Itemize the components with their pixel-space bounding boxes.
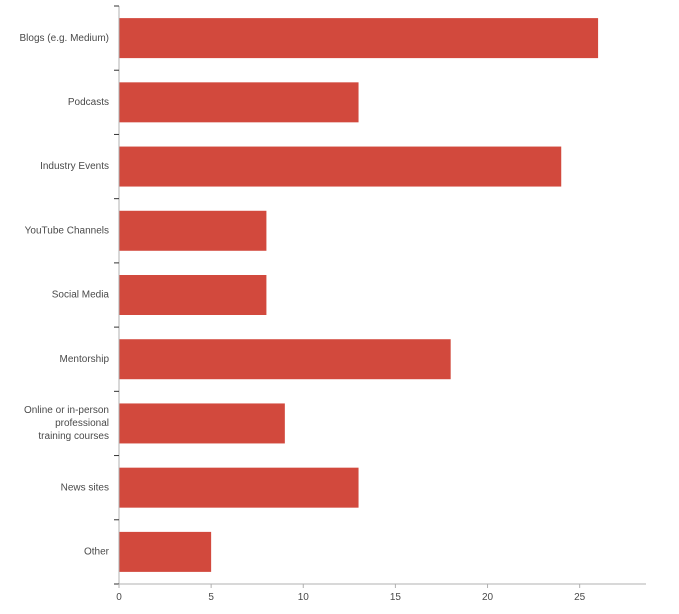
bar <box>119 82 359 123</box>
bars-group <box>119 18 599 572</box>
category-label: Industry Events <box>40 161 109 172</box>
category-label: Mentorship <box>60 354 110 365</box>
y-axis-ticks <box>114 5 119 585</box>
category-label: Podcasts <box>68 97 109 108</box>
bar <box>119 531 212 572</box>
category-label: professional <box>55 418 109 429</box>
x-tick-label: 25 <box>574 592 586 603</box>
category-label: Other <box>84 547 110 558</box>
category-label: Online or in-person <box>24 405 109 416</box>
category-label: YouTube Channels <box>25 225 109 236</box>
x-tick-label: 10 <box>298 592 310 603</box>
category-label: News sites <box>61 482 109 493</box>
bar <box>119 18 599 59</box>
x-tick-label: 5 <box>208 592 214 603</box>
x-axis-ticks: 0 5 10 15 20 25 <box>116 584 586 603</box>
category-labels: Blogs (e.g. Medium) Podcasts Industry Even… <box>20 33 110 558</box>
bar <box>119 210 267 251</box>
category-label: training courses <box>38 431 109 442</box>
category-label: Blogs (e.g. Medium) <box>20 33 109 44</box>
bar <box>119 403 285 444</box>
bar <box>119 339 451 380</box>
bar <box>119 467 359 508</box>
x-tick-label: 15 <box>390 592 402 603</box>
bar <box>119 275 267 315</box>
x-tick-label: 20 <box>482 592 494 603</box>
x-tick-label: 0 <box>116 592 122 603</box>
bar <box>119 146 562 187</box>
category-label: Social Media <box>52 290 110 301</box>
